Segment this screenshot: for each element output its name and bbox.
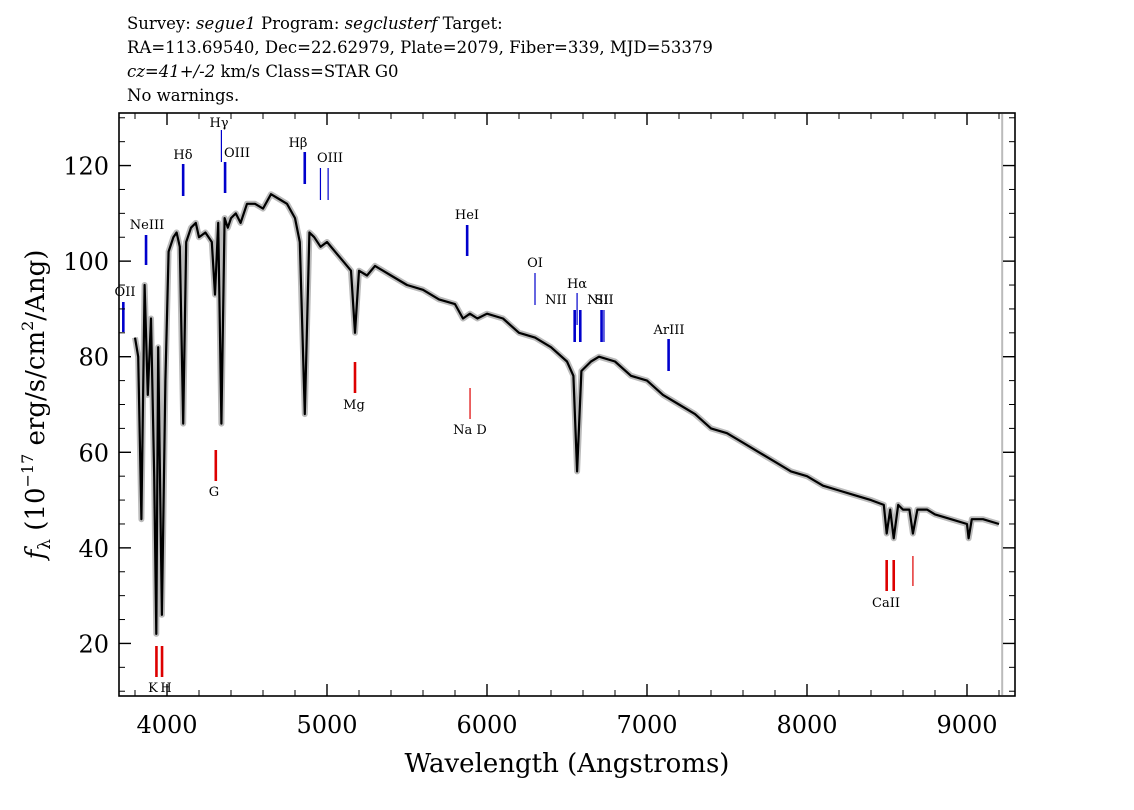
line-markers: OIINeIIIHδHγOIIIHβOIIIHeIOINIIHαNIISIIAr… [115,116,914,696]
header-line-survey: Survey: segue1 Program: segclusterf Targ… [127,12,713,36]
x-tick-label: 4000 [136,711,197,739]
y-axis-label-mid: erg/s/cm [21,331,51,454]
header-line-warnings: No warnings. [127,86,240,105]
x-tick-label: 8000 [776,711,837,739]
x-axis-label: Wavelength (Angstroms) [405,749,730,779]
line-label: Mg [343,398,365,413]
class-value: km/s Class=STAR G0 [215,62,399,81]
y-tick-label: 60 [78,439,109,467]
y-axis-label-exp: −17 [18,454,37,488]
error-band [132,191,1000,637]
line-label: Hγ [209,116,228,131]
line-label: G [209,485,219,500]
y-tick-label: 120 [63,153,109,181]
x-tick-label: 6000 [456,711,517,739]
line-label: SII [594,293,613,308]
line-label: OII [115,285,136,300]
line-label: ArIII [652,323,684,338]
line-label: NII [545,293,567,308]
line-label: OIII [224,146,250,161]
y-tick-label: 40 [78,535,109,563]
line-label: NII [587,293,609,308]
line-label: Hα [567,277,587,292]
header-line-coordinates: RA=113.69540, Dec=22.62979, Plate=2079, … [127,38,713,57]
line-label: Hβ [289,136,308,151]
line-label: Hδ [173,148,192,163]
error-band-path [132,191,1000,637]
line-label: H [160,681,171,696]
line-label: OIII [317,151,343,166]
x-tick-label: 9000 [936,711,997,739]
survey-value: segue1 [196,14,256,33]
y-axis-label-close: /Ang) [21,250,51,321]
spectrum-series [133,193,1000,635]
program-label: Program: [255,14,345,33]
program-value: segclusterf [344,14,438,33]
line-label: NeIII [130,218,164,233]
target-label: Target: [437,14,503,33]
header-line-redshift: cz=41+/-2 km/s Class=STAR G0 [127,60,713,84]
spectrum-header: Survey: segue1 Program: segclusterf Targ… [127,12,713,108]
cz-value: cz=41+/-2 [127,62,216,81]
line-label: Na D [453,423,487,438]
survey-label: Survey: [127,14,197,33]
y-tick-label: 20 [78,630,109,658]
axes: 4000 5000 6000 7000 8000 9000 20 40 60 80 100 120 [63,113,1015,739]
y-axis-label-open: (10 [21,487,51,539]
line-label: CaII [872,596,900,611]
line-label: K [148,681,158,696]
y-axis-label-exp2: 2 [18,321,37,331]
y-tick-label: 80 [78,344,109,372]
y-tick-label: 100 [63,248,109,276]
line-label: HeI [455,208,479,223]
y-axis-label: fλ (10−17 erg/s/cm2/Ang) [18,250,55,562]
x-tick-label: 7000 [616,711,677,739]
spectrum-line [133,193,1000,635]
x-tick-label: 5000 [296,711,357,739]
line-label: OI [527,256,543,271]
y-axis-label-lambda: λ [35,539,55,550]
